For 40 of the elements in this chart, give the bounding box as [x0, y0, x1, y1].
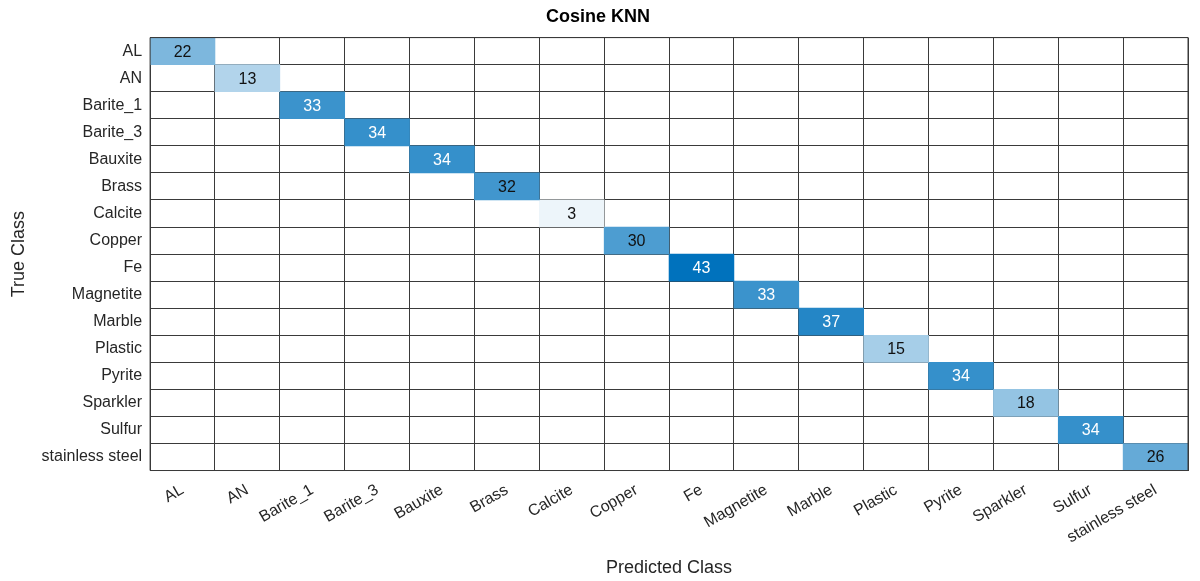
data-label: 30: [627, 231, 646, 249]
y-tick-label: AL: [122, 41, 143, 59]
data-label: 34: [1081, 421, 1100, 439]
y-tick-label: Bauxite: [88, 149, 143, 167]
y-tick-label: Magnetite: [71, 285, 143, 303]
y-tick-label: Calcite: [93, 203, 143, 221]
y-tick-label: Barite_3: [82, 122, 143, 141]
y-tick-label: Brass: [101, 176, 143, 194]
x-tick-label: Fe: [680, 480, 706, 505]
data-label: 18: [1016, 394, 1035, 412]
y-tick-label: Plastic: [94, 339, 143, 357]
y-tick-label: Barite_1: [82, 95, 143, 114]
y-tick-label: Copper: [89, 230, 143, 248]
x-tick-label: AN: [223, 480, 252, 507]
y-tick-label: AN: [119, 68, 143, 86]
data-label: 22: [173, 42, 192, 60]
x-axis-title: Predicted Class: [606, 557, 733, 578]
y-tick-label: Pyrite: [101, 366, 143, 384]
x-tick-label: Pyrite: [920, 480, 965, 516]
y-tick-label: Fe: [123, 258, 143, 275]
data-label: 34: [368, 123, 387, 141]
y-axis-title: True Class: [7, 210, 28, 298]
y-tick-label: Sulfur: [100, 420, 143, 438]
data-label: 3: [567, 204, 577, 222]
data-label: 34: [952, 367, 970, 385]
x-tick-label: Brass: [466, 480, 511, 516]
data-label: 15: [887, 340, 906, 358]
chart-title: Cosine KNN: [545, 5, 651, 26]
y-tick-label: Sparkler: [82, 393, 143, 411]
data-label: 32: [497, 177, 516, 195]
data-label: 43: [692, 259, 711, 276]
data-label: 37: [822, 313, 841, 331]
x-tick-label: AL: [160, 480, 187, 506]
y-tick-label: Marble: [93, 312, 143, 330]
data-label: 26: [1146, 448, 1165, 466]
data-label: 34: [433, 150, 451, 168]
y-tick-label: stainless steel: [41, 447, 143, 465]
data-label: 13: [238, 69, 257, 87]
data-label: 33: [303, 96, 322, 114]
data-label: 33: [757, 286, 776, 304]
